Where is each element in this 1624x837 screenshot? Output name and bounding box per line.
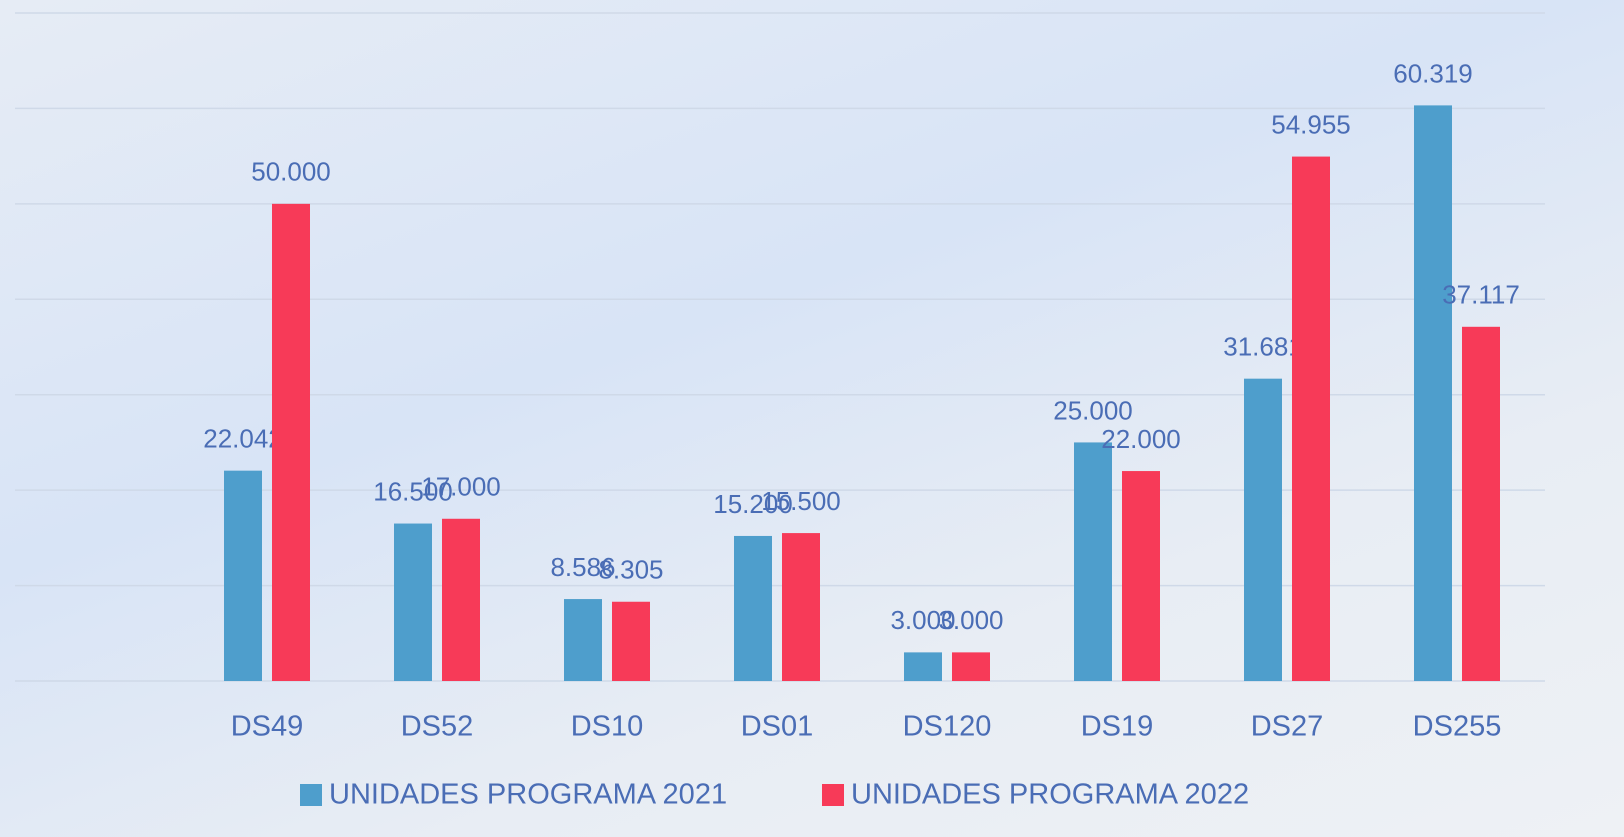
data-label: 8.305 (598, 555, 663, 585)
data-label: 50.000 (251, 157, 331, 187)
data-label: 37.117 (1442, 280, 1520, 310)
bar (952, 652, 990, 681)
data-label: 22.000 (1101, 424, 1181, 454)
data-label: 31.681 (1223, 332, 1303, 362)
legend-swatch (822, 784, 844, 806)
x-tick-label: DS19 (1081, 711, 1154, 743)
data-label: 8.586 (550, 552, 615, 582)
bar (612, 601, 650, 681)
legend-label: UNIDADES PROGRAMA 2022 (851, 779, 1249, 811)
data-label: 3.000 (890, 605, 955, 635)
x-tick-label: DS49 (231, 711, 304, 743)
bar (904, 652, 942, 681)
data-label: 54.955 (1271, 109, 1351, 139)
bar (394, 523, 432, 681)
x-tick-label: DS10 (571, 711, 644, 743)
data-label: 25.000 (1053, 395, 1133, 425)
bar (272, 203, 310, 681)
x-tick-label: DS27 (1251, 711, 1324, 743)
data-label: 17.000 (421, 472, 501, 502)
data-label: 15.200 (713, 489, 793, 519)
bar (782, 533, 820, 681)
x-tick-label: DS52 (401, 711, 474, 743)
x-tick-label: DS255 (1413, 711, 1502, 743)
legend-label: UNIDADES PROGRAMA 2021 (329, 779, 727, 811)
bar (564, 599, 602, 681)
data-label: 16.500 (373, 476, 453, 506)
bar (442, 518, 480, 681)
bar (1074, 442, 1112, 681)
bar (1244, 378, 1282, 681)
data-label: 15.500 (761, 486, 841, 516)
x-tick-label: DS01 (741, 711, 814, 743)
bar (224, 470, 262, 681)
bar (1462, 326, 1500, 681)
legend-swatch (300, 784, 322, 806)
bar (734, 535, 772, 681)
bar (1122, 471, 1160, 681)
bar (1292, 156, 1330, 682)
x-tick-label: DS120 (903, 711, 992, 743)
data-label: 22.042 (203, 424, 283, 454)
data-label: 3.000 (938, 605, 1003, 635)
bar (1414, 105, 1452, 681)
data-label: 60.319 (1393, 58, 1473, 88)
